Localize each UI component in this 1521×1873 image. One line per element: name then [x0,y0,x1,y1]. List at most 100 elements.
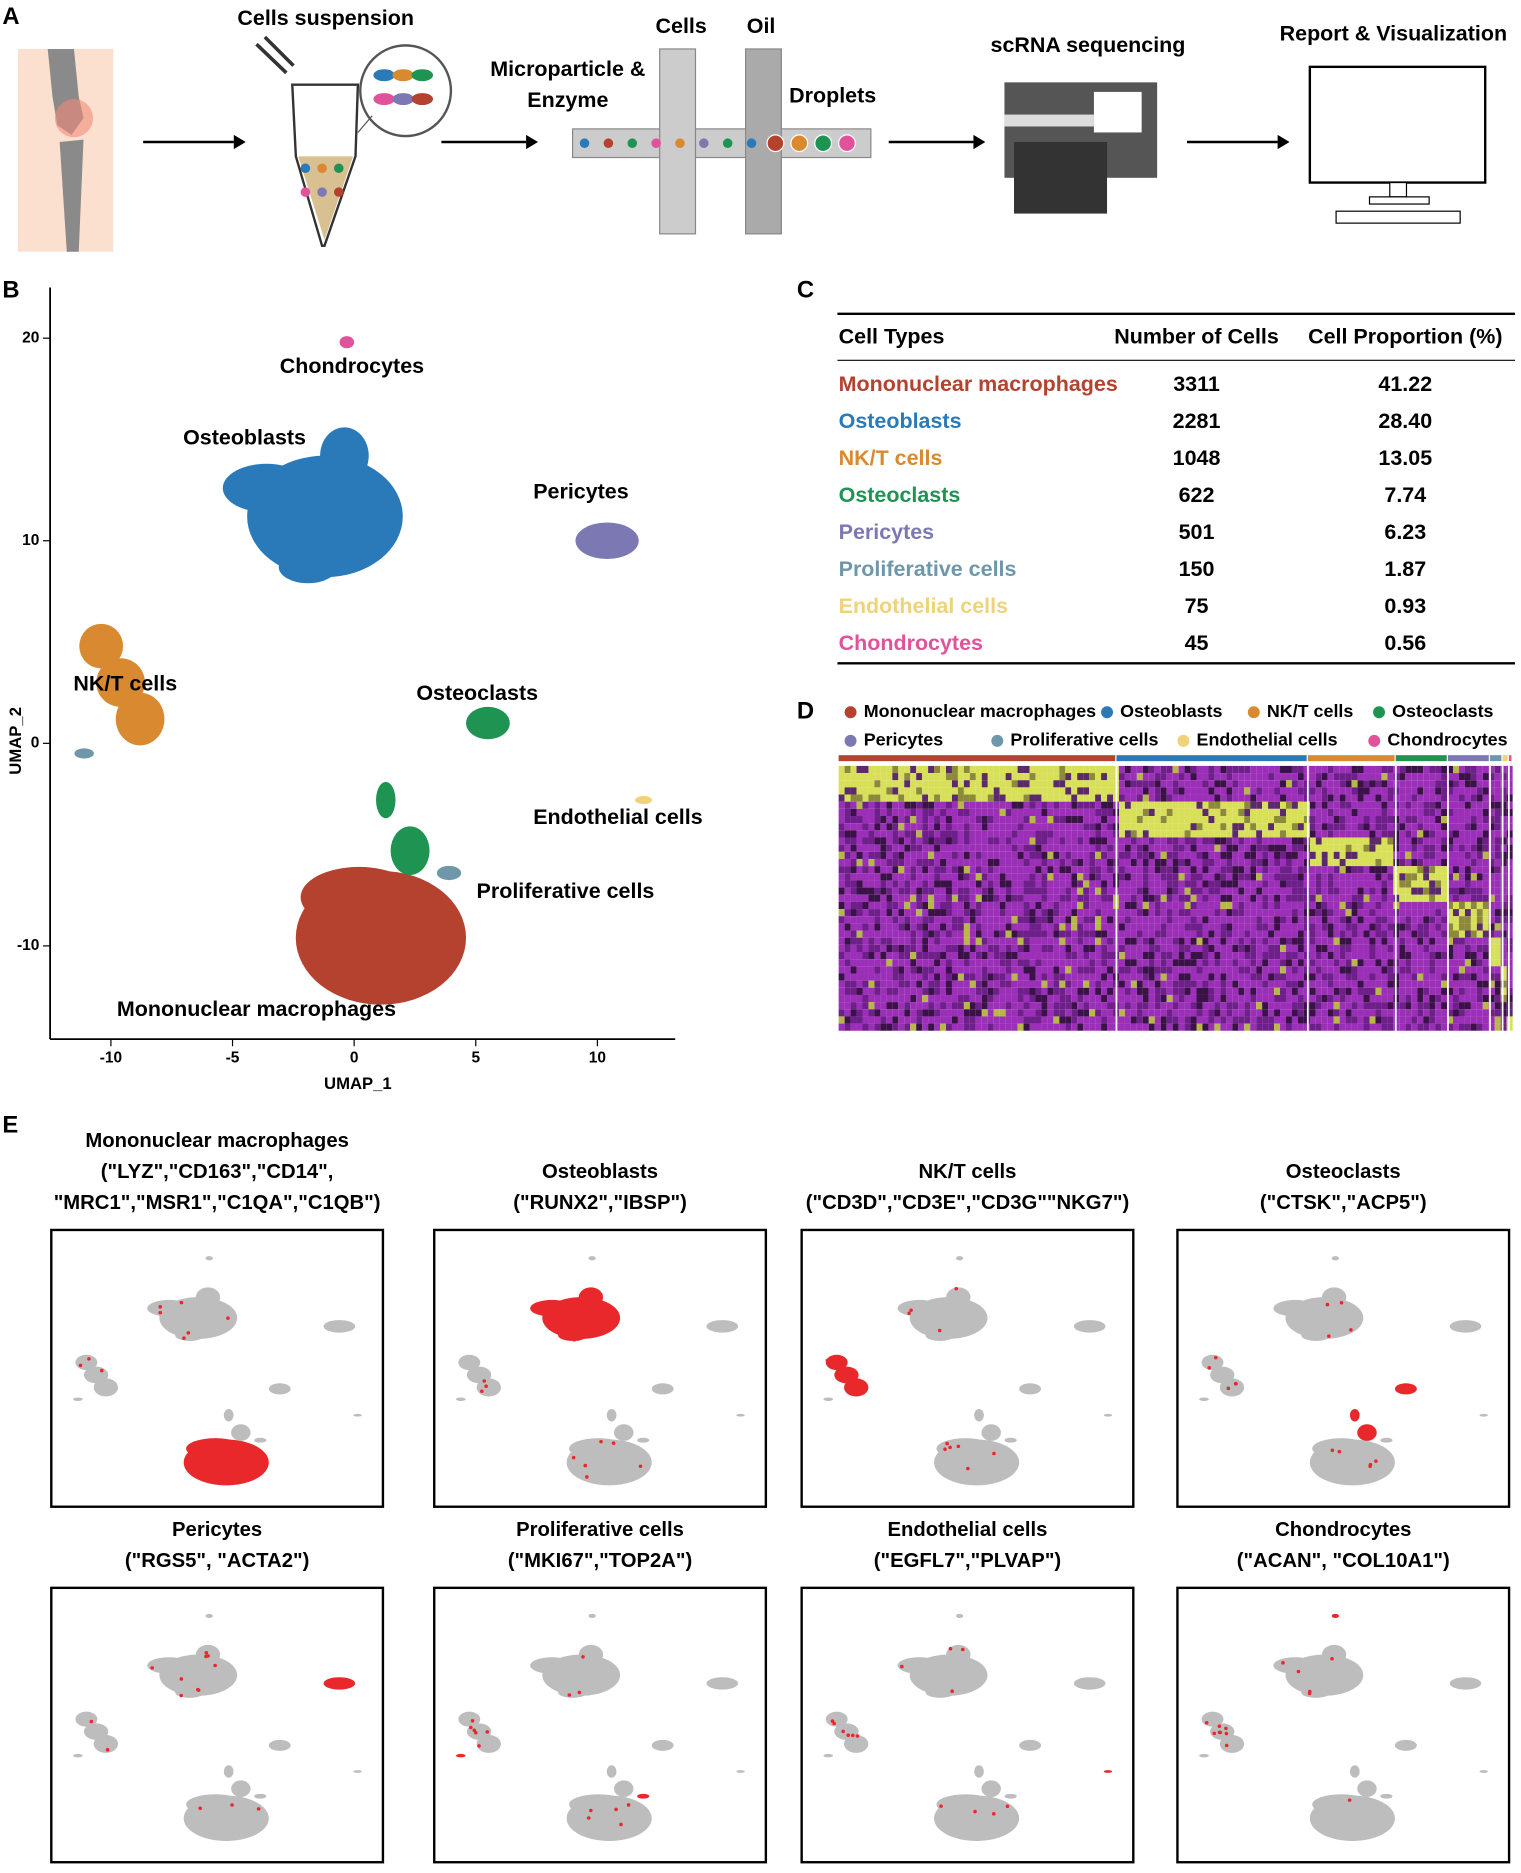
heatmap-cell [1476,944,1483,953]
heatmap-cell [1244,937,1251,945]
heatmap-cell [1423,823,1430,831]
heatmap-cell [844,823,851,831]
heatmap-cell [1226,851,1233,859]
heatmap-cell [1333,1016,1340,1024]
heatmap-cell [1047,765,1054,774]
heatmap-cell [1321,794,1328,802]
heatmap-cell [1148,794,1155,802]
heatmap-cell [1196,765,1203,774]
heatmap-cell [1274,1023,1281,1031]
heatmap-cell [1250,887,1257,895]
heatmap-cell [850,866,857,874]
heatmap-cell [1464,866,1471,874]
heatmap-cell [862,980,869,988]
cell-count: 45 [1185,631,1209,655]
heatmap-cell [1077,901,1084,910]
heatmap-cell [1130,773,1137,781]
heatmap-cell [1083,987,1090,995]
heatmap-cell [1291,937,1298,945]
heatmap-cell [969,887,976,895]
heatmap [838,765,1513,1031]
heatmap-cell [1077,880,1084,888]
heatmap-cell [928,794,935,802]
heatmap-cell [1291,830,1298,838]
heatmap-cell [1482,916,1489,924]
cell-type: Chondrocytes [839,631,983,655]
feature-dot [582,1313,587,1317]
heatmap-cell [1429,1023,1436,1031]
heatmap-cell [1196,837,1203,845]
heatmap-cell [1041,952,1048,960]
heatmap-cell [963,952,970,960]
heatmap-cell [1065,966,1072,974]
heatmap-cell [1470,1009,1477,1017]
heatmap-cell [1107,837,1114,845]
heatmap-cell [1256,773,1263,781]
heatmap-cell [1417,880,1424,888]
heatmap-cell [1184,959,1191,967]
heatmap-cell [981,851,988,859]
heatmap-cell [946,987,952,995]
heatmap-cell [1107,1016,1114,1024]
heatmap-cell [1423,858,1430,867]
heatmap-cell [1500,887,1507,895]
heatmap-cell [1447,794,1454,802]
heatmap-cell [1321,894,1328,902]
heatmap-cell [1309,966,1316,974]
heatmap-cell [1303,866,1310,874]
feature-blob [254,1437,267,1443]
heatmap-cell [1250,858,1257,867]
heatmap-cell [850,987,857,995]
heatmap-cell [838,873,845,881]
heatmap-cell [1297,794,1304,802]
marker-title: Mononuclear macrophages [85,1130,349,1152]
heatmap-cell [1256,801,1263,809]
heatmap-cell [892,901,899,910]
heatmap-cell [880,980,887,988]
heatmap-cell [1089,780,1096,788]
heatmap-cell [1101,994,1108,1003]
heatmap-cell [1184,994,1191,1003]
heatmap-cell [904,916,911,924]
heatmap-cell [946,1016,952,1024]
heatmap-cell [910,994,917,1003]
heatmap-cell [1154,887,1161,895]
heatmap-cell [1256,780,1263,788]
heatmap-cell [975,923,982,931]
heatmap-cell [1011,765,1018,774]
feature-dot [945,1441,949,1446]
feature-blob [1321,1644,1347,1665]
heatmap-cell [1482,901,1489,910]
heatmap-cell [1309,930,1316,938]
heatmap-cell [1184,858,1191,867]
heatmap-cell [1130,794,1137,802]
heatmap-cell [1017,966,1024,974]
heatmap-cell [1184,923,1191,931]
heatmap-cell [1023,952,1030,960]
heatmap-cell [1238,959,1245,967]
heatmap-cell [1196,916,1203,924]
heatmap-cell [1309,1002,1316,1010]
heatmap-cell [1178,794,1185,802]
marker-title: ("LYZ","CD163","CD14", [101,1161,334,1183]
heatmap-cell [1166,901,1173,910]
heatmap-cell [1333,1009,1340,1017]
heatmap-cell [1029,851,1036,859]
heatmap-cell [1417,944,1424,953]
heatmap-cell [1470,830,1477,838]
heatmap-cell [987,873,994,881]
heatmap-cell [1333,987,1340,995]
heatmap-cell [1256,937,1263,945]
heatmap-cell [1464,873,1471,881]
heatmap-cell [1208,851,1215,859]
heatmap-cell [1053,973,1060,981]
heatmap-cell [1256,844,1263,852]
feature-dot [1307,1689,1312,1694]
heatmap-cell [1136,844,1143,852]
heatmap-cell [1411,987,1418,995]
heatmap-cell [1208,944,1215,953]
heatmap-cell [1339,801,1346,809]
heatmap-cell [1178,980,1185,988]
heatmap-cell [1101,937,1108,945]
heatmap-cell [1011,994,1018,1003]
